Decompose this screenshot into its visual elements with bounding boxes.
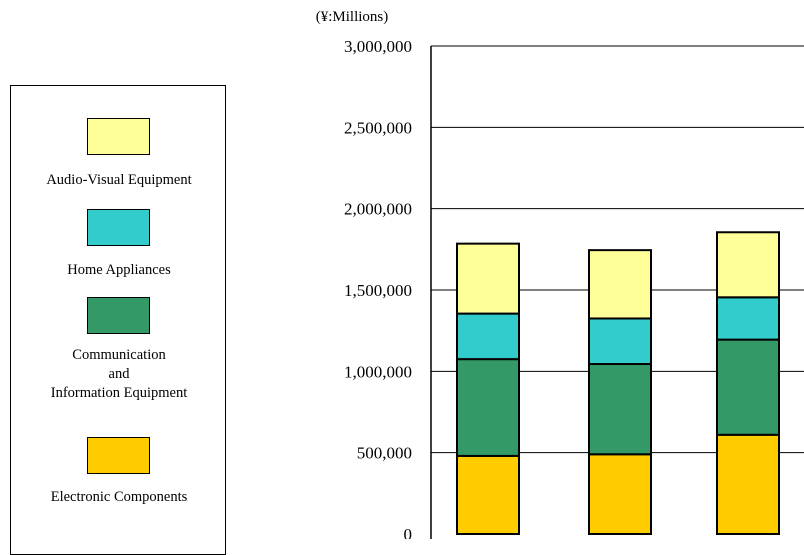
legend-swatch-electronic-components	[87, 437, 150, 474]
legend-swatch-communication	[87, 297, 150, 334]
bar-segment-3-category-2	[588, 317, 652, 366]
y-axis-unit-label: (¥:Millions)	[316, 9, 389, 25]
y-tick-label: 500,000	[357, 444, 412, 463]
y-tick-label: 3,000,000	[344, 37, 412, 56]
legend-swatch-home-appliances	[87, 209, 150, 246]
y-tick-label: 2,000,000	[344, 200, 412, 219]
bar-segment-1-category-2	[588, 453, 652, 535]
legend-label-audio-visual: Audio-Visual Equipment	[46, 172, 192, 188]
bar-segment-4-category-1	[456, 242, 520, 315]
stacked-bar-chart: (¥:Millions) 3,000,000 2,500,000 2,000,000…	[316, 9, 804, 539]
bar-segment-1-category-1	[456, 454, 520, 536]
y-tick-label: 1,500,000	[344, 281, 412, 300]
bar-segment-2-category-2	[588, 363, 652, 456]
y-tick-label: 0	[404, 525, 413, 539]
bar-segment-2-category-3	[716, 338, 780, 436]
legend-label-communication: Communication and Information Equipment	[50, 347, 188, 401]
bar-segment-4-category-3	[716, 231, 780, 299]
legend-swatch-audio-visual	[87, 118, 150, 155]
bar-segment-4-category-2	[588, 249, 652, 320]
legend-label-electronic-components: Electronic Components	[50, 489, 188, 505]
bar-segment-3-category-3	[716, 296, 780, 341]
bar-segment-3-category-1	[456, 312, 520, 361]
y-tick-label: 1,000,000	[344, 362, 412, 381]
bar-stacks	[456, 231, 780, 536]
legend-label-home-appliances: Home Appliances	[67, 262, 171, 278]
bar-segment-2-category-1	[456, 358, 520, 457]
y-tick-label: 2,500,000	[344, 118, 412, 137]
y-axis-tick-labels: 3,000,000 2,500,000 2,000,000 1,500,000 1,00…	[344, 37, 412, 539]
bar-segment-1-category-3	[716, 433, 780, 536]
chart-legend: Audio-Visual Equipment Home Appliances C…	[10, 85, 226, 555]
